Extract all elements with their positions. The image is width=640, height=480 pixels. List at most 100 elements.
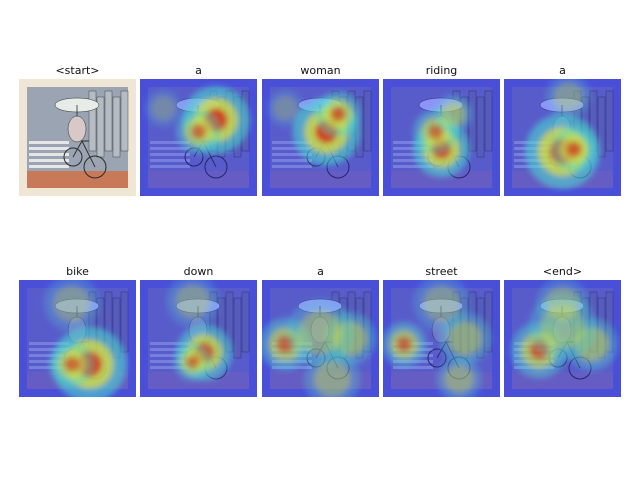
attention-heatmap: [262, 79, 379, 196]
crosswalk-stripe: [29, 354, 69, 357]
crosswalk-stripe: [150, 360, 190, 363]
attention-panel: street: [383, 264, 500, 397]
heatmap-graphic: [19, 280, 136, 397]
crosswalk-stripe: [29, 366, 69, 369]
crosswalk-stripe: [29, 360, 69, 363]
crosswalk-stripe: [272, 141, 312, 144]
panel-word-label: a: [559, 64, 566, 77]
heatmap-graphic: [262, 280, 379, 397]
crosswalk-stripe: [393, 366, 433, 369]
bike-front-wheel: [427, 348, 447, 368]
crosswalk-stripe: [272, 153, 312, 156]
crosswalk-stripe: [150, 141, 190, 144]
heat-warm: [313, 361, 351, 397]
heat-peak: [427, 123, 444, 140]
building: [233, 297, 242, 359]
bike-front-wheel: [63, 147, 83, 167]
attention-heatmap: [383, 280, 500, 397]
crosswalk-stripe: [29, 348, 69, 351]
attention-panel: a: [262, 264, 379, 397]
heat-warm: [423, 284, 460, 322]
panel-word-label: down: [183, 265, 214, 278]
crosswalk-stripe: [29, 153, 69, 156]
building: [363, 90, 372, 152]
crosswalk-stripe: [150, 348, 190, 351]
heat-peak: [330, 106, 346, 122]
attention-panel: down: [140, 264, 257, 397]
panel-word-label: <end>: [542, 265, 583, 278]
sidewalk: [270, 171, 371, 188]
crosswalk-stripe: [393, 141, 433, 144]
panel-word-label: woman: [300, 64, 341, 77]
attention-panel: riding: [383, 63, 500, 196]
building: [120, 90, 129, 152]
crosswalk-stripe: [272, 147, 312, 150]
building: [120, 291, 129, 353]
building: [88, 90, 97, 152]
crosswalk-stripe: [150, 342, 190, 345]
building: [597, 96, 606, 158]
heat-warm: [444, 364, 474, 395]
heatmap-graphic: [262, 79, 379, 196]
crosswalk-stripe: [29, 147, 69, 150]
heat-warm: [298, 310, 343, 355]
panel-word-label: a: [317, 265, 324, 278]
attention-panel: a: [504, 63, 621, 196]
attention-panel: woman: [262, 63, 379, 196]
panel-word-label: bike: [66, 265, 89, 278]
rider: [67, 115, 87, 143]
heatmap-graphic: [140, 79, 257, 196]
photo-graphic: [19, 79, 136, 196]
building: [241, 291, 250, 353]
sidewalk: [148, 171, 249, 188]
attention-panel: <end>: [504, 264, 621, 397]
heat-warm: [175, 283, 210, 319]
building: [104, 90, 113, 152]
heat-warm: [53, 284, 91, 322]
bike-rear-wheel: [204, 155, 228, 179]
building: [112, 96, 121, 158]
heatmap-graphic: [383, 280, 500, 397]
heat-warm: [151, 95, 176, 121]
building: [484, 90, 493, 152]
heatmap-graphic: [383, 79, 500, 196]
attention-heatmap: [140, 79, 257, 196]
crosswalk-stripe: [272, 159, 312, 162]
heat-warm: [553, 81, 584, 112]
panel-word-label: riding: [425, 64, 458, 77]
input-photo: [19, 79, 136, 196]
bike-rear-wheel: [83, 155, 107, 179]
attention-heatmap: [140, 280, 257, 397]
attention-heatmap: [504, 280, 621, 397]
crosswalk-stripe: [393, 147, 433, 150]
crosswalk-stripe: [29, 159, 69, 162]
heat-peak: [396, 336, 412, 353]
heat-peak: [186, 355, 200, 369]
crosswalk-stripe: [150, 153, 190, 156]
crosswalk-stripe: [272, 165, 312, 168]
crosswalk-stripe: [29, 165, 69, 168]
crosswalk-stripe: [393, 165, 433, 168]
crosswalk-stripe: [150, 354, 190, 357]
panel-word-label: a: [195, 64, 202, 77]
bike-frame: [72, 140, 96, 168]
sidewalk: [27, 171, 128, 188]
building: [605, 90, 614, 152]
heatmap-graphic: [504, 280, 621, 397]
crosswalk-stripe: [393, 159, 433, 162]
attention-heatmap: [383, 79, 500, 196]
crosswalk-stripe: [150, 159, 190, 162]
heat-peak: [566, 141, 582, 157]
attention-panel: bike: [19, 264, 136, 397]
attention-heatmap: [504, 79, 621, 196]
heat-peak: [63, 356, 80, 372]
heat-warm: [447, 321, 483, 356]
panel-word-label: street: [425, 265, 458, 278]
heat-warm: [545, 286, 580, 321]
heat-peak: [190, 123, 207, 140]
attention-panel: a: [140, 63, 257, 196]
crosswalk-stripe: [393, 153, 433, 156]
attention-heatmap: [19, 280, 136, 397]
crosswalk-stripe: [150, 147, 190, 150]
